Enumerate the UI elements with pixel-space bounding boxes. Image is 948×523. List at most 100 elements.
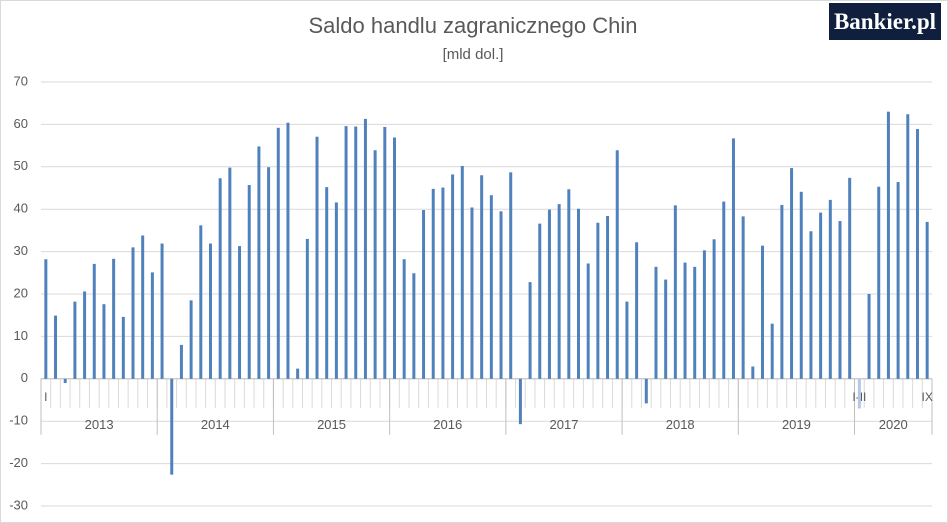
bar <box>596 222 600 379</box>
bar <box>586 263 590 379</box>
group-label: 2017 <box>550 417 579 432</box>
bar <box>790 168 794 379</box>
bar <box>577 208 581 379</box>
bar <box>363 118 367 379</box>
bar <box>567 189 571 379</box>
bar <box>44 259 48 379</box>
bar <box>480 175 484 379</box>
bar <box>247 185 251 379</box>
group-label: 2019 <box>782 417 811 432</box>
bar <box>722 201 726 379</box>
bar <box>392 137 396 379</box>
bar <box>54 315 58 379</box>
bar <box>238 246 242 379</box>
bar <box>334 202 338 379</box>
bar <box>325 187 329 379</box>
x-tick-label: IX <box>921 390 932 404</box>
bar <box>925 221 929 379</box>
bar <box>189 300 193 379</box>
group-label: 2020 <box>879 417 908 432</box>
bar <box>702 250 706 379</box>
bar <box>780 204 784 379</box>
bar <box>635 242 639 379</box>
bar <box>615 150 619 379</box>
bar <box>499 211 503 379</box>
bar <box>877 186 881 379</box>
bar <box>276 127 280 379</box>
bar <box>518 378 522 425</box>
bar <box>470 207 474 379</box>
bar <box>131 247 135 379</box>
bar <box>625 301 629 379</box>
bar <box>751 366 755 379</box>
bar <box>886 111 890 379</box>
bar <box>509 172 513 379</box>
bar <box>848 177 852 379</box>
bar <box>857 378 861 409</box>
bar <box>867 294 871 379</box>
bar <box>92 263 96 379</box>
bar <box>218 178 222 379</box>
bar <box>451 174 455 379</box>
bar <box>402 259 406 379</box>
bar <box>731 138 735 379</box>
bar <box>160 243 164 379</box>
bar <box>741 216 745 379</box>
bar <box>383 126 387 379</box>
bar <box>83 291 87 379</box>
bar <box>63 378 67 384</box>
bar <box>373 150 377 379</box>
bar <box>712 239 716 379</box>
bar <box>296 368 300 379</box>
bar <box>683 262 687 379</box>
bar <box>150 272 154 379</box>
bar <box>906 114 910 379</box>
bar <box>422 210 426 379</box>
bar <box>315 136 319 379</box>
bar <box>819 212 823 379</box>
bar <box>654 266 658 379</box>
bar <box>305 238 309 379</box>
y-tick-label: 40 <box>14 201 28 216</box>
bar <box>141 235 145 379</box>
y-tick-label: 60 <box>14 116 28 131</box>
group-label: 2018 <box>666 417 695 432</box>
bar <box>838 221 842 379</box>
y-tick-label: 30 <box>14 243 28 258</box>
bar <box>431 188 435 379</box>
y-tick-label: 0 <box>21 370 28 385</box>
bar <box>344 126 348 379</box>
bar <box>460 165 464 379</box>
y-tick-label: 10 <box>14 328 28 343</box>
bar <box>606 215 610 379</box>
chart-subtitle: [mld dol.] <box>443 46 504 63</box>
chart-title: Saldo handlu zagranicznego Chin <box>308 13 637 38</box>
bar <box>644 378 648 404</box>
y-tick-label: -30 <box>9 497 28 512</box>
bar <box>799 191 803 379</box>
bar <box>538 223 542 379</box>
bar <box>179 344 183 379</box>
bar <box>664 279 668 379</box>
bar <box>547 209 551 379</box>
bar <box>441 187 445 379</box>
bar <box>121 316 125 379</box>
logo: Bankier.pl <box>829 3 941 40</box>
bar <box>528 282 532 379</box>
bar <box>286 122 290 379</box>
bar <box>354 126 358 379</box>
bar <box>170 378 174 475</box>
group-label: 2016 <box>433 417 462 432</box>
bar <box>257 146 261 379</box>
bar <box>915 129 919 379</box>
group-label: 2014 <box>201 417 230 432</box>
bar <box>809 231 813 379</box>
bar <box>693 266 697 379</box>
bar <box>489 195 493 379</box>
bar <box>267 167 271 379</box>
bar <box>896 182 900 379</box>
bar <box>73 301 77 379</box>
bar <box>199 225 203 379</box>
y-tick-label: 50 <box>14 158 28 173</box>
